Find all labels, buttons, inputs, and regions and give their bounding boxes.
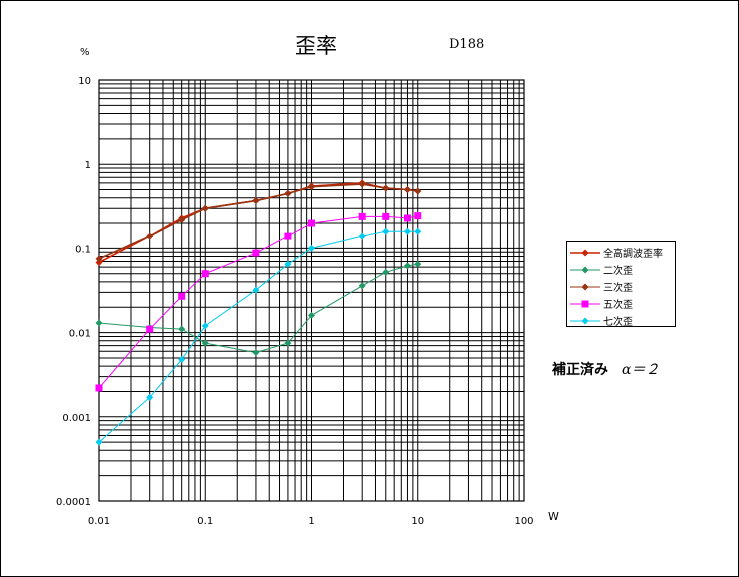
legend-swatch [570,300,600,307]
legend-label: 七次歪 [603,317,633,328]
data-point [178,292,186,300]
legend-label: 三次歪 [603,283,633,294]
legend-item: 七次歪 [570,312,672,329]
data-point [403,186,411,194]
legend-swatch [570,266,600,273]
data-point [284,339,292,347]
plot-border [98,79,525,502]
data-point [358,180,366,188]
legend-swatch [570,249,600,256]
data-point [414,212,422,220]
data-point [201,204,209,212]
data-point [252,286,260,294]
data-point [382,212,390,220]
y-tick-label: 0.001 [62,413,91,424]
data-point [414,187,422,195]
data-point [178,216,186,224]
y-tick-label: 0.01 [69,329,91,340]
data-point [284,232,292,240]
data-point [382,227,390,235]
alpha-value: α＝２ [622,362,660,378]
legend-item: 三次歪 [570,278,672,295]
chart-subtitle: D188 [449,37,485,52]
data-point [201,270,209,278]
x-tick-label: 0.01 [88,516,110,527]
correction-note: 補正済み α＝２ [552,359,659,379]
data-point [382,184,390,192]
data-point [95,319,103,327]
data-point [95,259,103,267]
y-tick-label: 10 [78,76,91,87]
data-point [252,349,260,357]
chart-title: 歪率 [295,34,337,58]
legend-label: 五次歪 [603,300,633,311]
data-point [146,393,154,401]
data-point [414,227,422,235]
correction-note-text: 補正済み [552,362,608,378]
x-tick-label: 100 [514,516,533,527]
data-point [95,438,103,446]
data-point [252,197,260,205]
data-point [403,214,411,222]
data-point [284,260,292,268]
data-point [403,227,411,235]
legend-label: 二次歪 [603,266,633,277]
data-point [358,212,366,220]
y-tick-label: 0.0001 [56,497,91,508]
legend-swatch [570,317,600,324]
data-point [178,325,186,333]
data-point [146,325,154,333]
data-point [201,339,209,347]
x-tick-label: 10 [411,516,424,527]
legend-label: 全高調波歪率 [603,249,663,260]
x-tick-label: 0.1 [197,516,213,527]
data-point [358,282,366,290]
data-point [382,268,390,276]
data-point [414,260,422,268]
legend-item: 二次歪 [570,261,672,278]
data-point [308,311,315,319]
x-tick-label: 1 [308,516,314,527]
data-point [95,255,103,263]
data-point [178,355,186,363]
y-tick-label: 1 [85,160,91,171]
x-axis-unit: W [548,510,559,523]
legend-swatch [570,283,600,290]
y-tick-label: 0.1 [75,244,91,255]
legend-item: 全高調波歪率 [570,244,672,261]
y-axis-unit: % [80,47,90,58]
data-point [358,232,366,240]
data-point [201,322,209,330]
legend-item: 五次歪 [570,295,672,312]
data-point [403,262,411,270]
data-point [308,244,315,252]
data-point [252,249,260,257]
data-point [284,189,292,197]
data-point [95,384,103,392]
data-point [308,219,315,227]
data-point [146,232,154,240]
legend: 全高調波歪率 二次歪三次歪五次歪七次歪 [566,241,676,329]
data-point [308,183,315,191]
